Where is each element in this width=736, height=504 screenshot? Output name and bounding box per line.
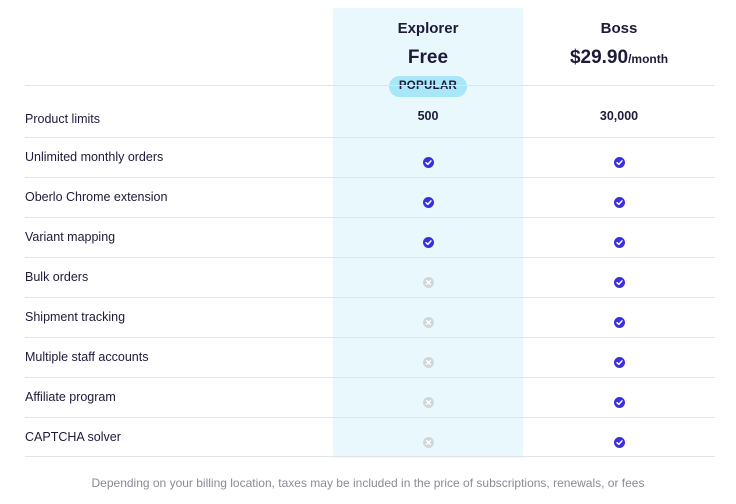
table-row: Affiliate program <box>25 377 715 417</box>
cross-icon <box>422 356 434 368</box>
cell-explorer <box>333 378 523 422</box>
cell-explorer <box>333 218 523 262</box>
cell-explorer <box>333 258 523 302</box>
table-row: Shipment tracking <box>25 297 715 337</box>
comparison-table: Product limits 500 30,000 Unlimited monthly… <box>25 85 715 457</box>
check-icon <box>422 156 434 168</box>
feature-label: Affiliate program <box>25 390 116 404</box>
cross-icon <box>422 316 434 328</box>
cross-icon <box>422 436 434 448</box>
table-row: Oberlo Chrome extension <box>25 177 715 217</box>
check-icon <box>613 236 625 248</box>
cross-icon <box>422 396 434 408</box>
cell-boss <box>523 298 715 342</box>
price-value: Free <box>407 47 449 68</box>
table-row: CAPTCHA solver <box>25 417 715 457</box>
tax-footnote: Depending on your billing location, taxe… <box>91 476 645 490</box>
plan-header-explorer: Explorer Free POPULAR <box>333 20 523 97</box>
cross-icon <box>422 276 434 288</box>
price-value: $29.90 <box>569 47 629 68</box>
limit-value: 30,000 <box>599 109 639 123</box>
table-row: Bulk orders <box>25 257 715 297</box>
table-row: Unlimited monthly orders <box>25 137 715 177</box>
feature-label: Bulk orders <box>25 270 89 284</box>
plan-price: Free <box>333 47 523 69</box>
check-icon <box>613 276 625 288</box>
plan-price: $29.90/month <box>523 47 715 70</box>
cell-boss <box>523 418 715 462</box>
plan-name: Explorer <box>397 20 459 37</box>
cell-boss: 30,000 <box>523 86 715 146</box>
feature-label: Multiple staff accounts <box>25 350 149 364</box>
feature-label: Oberlo Chrome extension <box>25 190 168 204</box>
table-row: Product limits 500 30,000 <box>25 85 715 137</box>
plan-header-boss: Boss $29.90/month <box>523 20 715 70</box>
check-icon <box>613 396 625 408</box>
cell-explorer <box>333 418 523 462</box>
table-row: Variant mapping <box>25 217 715 257</box>
table-row: Multiple staff accounts <box>25 337 715 377</box>
check-icon <box>613 316 625 328</box>
feature-label: CAPTCHA solver <box>25 430 121 444</box>
cell-boss <box>523 258 715 302</box>
limit-value: 500 <box>417 109 439 123</box>
check-icon <box>422 236 434 248</box>
feature-label: Variant mapping <box>25 230 116 244</box>
check-icon <box>613 356 625 368</box>
cell-boss <box>523 218 715 262</box>
popular-badge: POPULAR <box>388 76 468 97</box>
cell-explorer: 500 <box>333 86 523 146</box>
plan-name: Boss <box>600 20 638 37</box>
check-icon <box>613 196 625 208</box>
cell-explorer <box>333 338 523 382</box>
price-unit: /month <box>628 52 669 66</box>
cell-boss <box>523 178 715 222</box>
cell-boss <box>523 138 715 182</box>
feature-label: Product limits <box>25 112 101 126</box>
cell-explorer <box>333 178 523 222</box>
check-icon <box>613 156 625 168</box>
cell-boss <box>523 378 715 422</box>
cell-explorer <box>333 138 523 182</box>
check-icon <box>613 436 625 448</box>
feature-label: Unlimited monthly orders <box>25 150 164 164</box>
cell-explorer <box>333 298 523 342</box>
check-icon <box>422 196 434 208</box>
feature-label: Shipment tracking <box>25 310 126 324</box>
cell-boss <box>523 338 715 382</box>
